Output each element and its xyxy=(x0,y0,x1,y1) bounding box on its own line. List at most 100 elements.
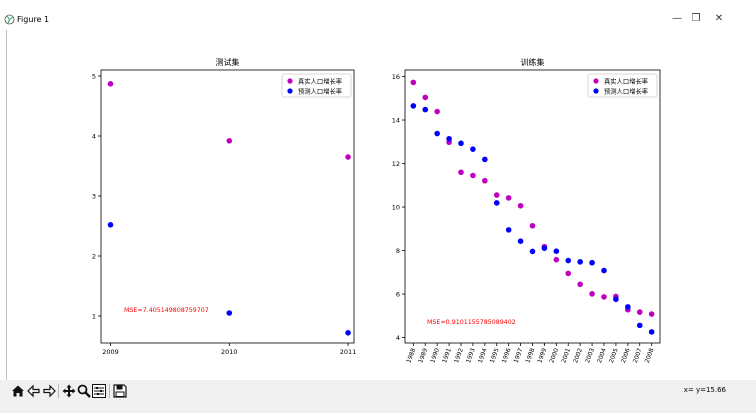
navigation-toolbar: x= y=15.66 xyxy=(0,380,756,413)
pred-growth-point xyxy=(577,259,583,265)
figure-canvas[interactable]: 测试集 1 2 3 4 5 2009 2010 2011 真实人口增长率 预测人口增长率 MSE=7.… xyxy=(0,30,756,382)
pred-growth-point xyxy=(107,222,114,228)
x-tick-label: 1995 xyxy=(489,347,501,364)
y-tick-label: 16 xyxy=(392,73,400,81)
y-tick-label: 1 xyxy=(92,313,96,321)
x-tick-label: 2007 xyxy=(632,347,644,364)
x-tick-label: 2001 xyxy=(560,347,572,364)
x-tick-label: 1990 xyxy=(429,347,441,364)
toolbar-separator xyxy=(109,384,110,398)
x-tick-label: 2003 xyxy=(584,347,596,364)
true-growth-point xyxy=(482,177,488,184)
legend-label: 预测人口增长率 xyxy=(298,87,342,96)
legend-marker xyxy=(593,78,599,84)
true-growth-point xyxy=(577,281,583,288)
plot-area xyxy=(404,69,661,344)
x-tick-label: 2008 xyxy=(644,347,656,364)
x-tick-label: 1999 xyxy=(536,347,548,364)
legend-label: 预测人口增长率 xyxy=(604,87,648,96)
true-growth-point xyxy=(458,169,464,176)
legend-marker xyxy=(287,78,293,84)
x-tick-label: 2005 xyxy=(608,347,620,364)
coordinate-readout: x= y=15.66 xyxy=(683,386,726,394)
x-tick-label: 2000 xyxy=(548,347,560,364)
true-growth-point xyxy=(345,154,351,160)
x-tick-label: 1997 xyxy=(513,347,525,364)
legend-box xyxy=(281,73,352,98)
pred-growth-point xyxy=(434,130,440,137)
y-tick-label: 10 xyxy=(392,204,400,212)
zoom-icon[interactable] xyxy=(77,384,91,398)
true-growth-point xyxy=(410,79,417,86)
x-tick-label: 1994 xyxy=(477,347,489,364)
pred-growth-point xyxy=(589,259,595,266)
forward-arrow-icon[interactable] xyxy=(42,384,56,398)
minimize-button[interactable]: — xyxy=(672,13,682,24)
pred-growth-point xyxy=(446,135,452,142)
x-tick-label: 1996 xyxy=(501,347,513,364)
legend-label: 真实人口增长率 xyxy=(298,77,342,86)
pred-growth-point xyxy=(345,330,351,336)
x-tick-label: 2002 xyxy=(572,347,584,364)
true-growth-point xyxy=(589,291,595,297)
true-growth-point xyxy=(470,172,476,179)
pred-growth-point xyxy=(625,304,631,310)
close-button[interactable]: ✕ xyxy=(714,13,724,24)
x-tick-label: 2006 xyxy=(620,347,632,364)
pred-growth-point xyxy=(493,200,500,206)
configure-subplots-icon[interactable] xyxy=(92,384,106,398)
chart-title: 训练集 xyxy=(521,57,545,67)
true-growth-point xyxy=(434,108,440,115)
x-tick-label: 1988 xyxy=(405,347,417,364)
x-tick-label: 2011 xyxy=(340,348,357,356)
y-tick-label: 4 xyxy=(396,334,400,342)
x-tick-label: 2010 xyxy=(221,348,238,356)
pred-growth-point xyxy=(422,106,429,113)
legend-label: 真实人口增长率 xyxy=(604,77,648,86)
true-growth-point xyxy=(553,256,560,263)
chart-title: 测试集 xyxy=(216,57,240,67)
y-tick-label: 4 xyxy=(92,133,96,141)
back-arrow-icon[interactable] xyxy=(27,384,41,398)
pan-icon[interactable] xyxy=(62,384,76,398)
y-tick-label: 3 xyxy=(92,193,96,201)
pred-growth-point xyxy=(482,156,488,163)
home-icon[interactable] xyxy=(11,384,25,398)
x-tick-label: 2009 xyxy=(102,348,119,356)
pred-growth-point xyxy=(458,140,464,147)
true-growth-point xyxy=(648,311,655,317)
mse-annotation: MSE=7.405149808759707 xyxy=(124,307,209,314)
pred-growth-point xyxy=(470,146,476,152)
y-tick-label: 2 xyxy=(92,253,96,261)
y-tick-label: 14 xyxy=(392,117,400,125)
matplotlib-icon xyxy=(4,14,15,25)
window-frame-left xyxy=(6,30,7,380)
legend-marker xyxy=(287,88,293,94)
x-tick-label: 1991 xyxy=(441,347,453,364)
pred-growth-point xyxy=(601,267,607,274)
true-growth-point xyxy=(505,195,512,201)
pred-growth-point xyxy=(529,248,536,255)
window-titlebar: Figure 1 — ❐ ✕ xyxy=(0,0,756,30)
pred-growth-point xyxy=(553,248,560,255)
toolbar-separator xyxy=(58,384,59,398)
restore-button[interactable]: ❐ xyxy=(691,13,701,24)
true-growth-point xyxy=(517,202,524,209)
pred-growth-point xyxy=(636,322,643,329)
true-growth-point xyxy=(493,192,500,198)
save-icon[interactable] xyxy=(113,384,127,398)
pred-growth-point xyxy=(517,238,524,244)
x-tick-label: 1993 xyxy=(465,347,477,364)
true-growth-point xyxy=(565,270,572,277)
true-growth-point xyxy=(422,94,429,101)
true-growth-point xyxy=(601,294,607,300)
x-tick-label: 2004 xyxy=(596,347,608,364)
pred-growth-point xyxy=(648,329,655,335)
true-growth-point xyxy=(636,309,643,315)
mse-annotation: MSE=0.9101155785089402 xyxy=(427,319,516,326)
true-growth-point xyxy=(107,81,114,87)
pred-growth-point xyxy=(505,227,512,233)
true-growth-point xyxy=(226,138,233,144)
pred-growth-point xyxy=(565,257,572,264)
